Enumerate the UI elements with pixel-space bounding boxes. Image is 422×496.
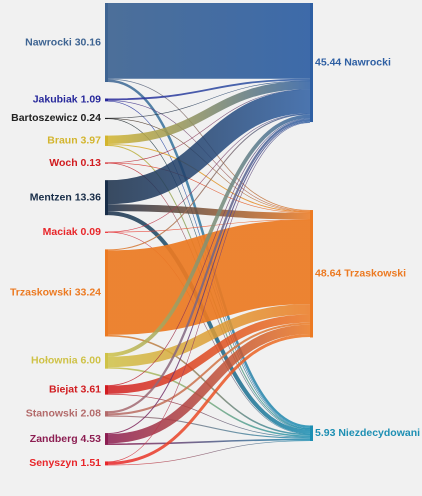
target-node-niezdecydowani xyxy=(310,425,313,441)
flow-senyszyn-to-niezdecydowani xyxy=(107,440,311,466)
flow-woch-to-nawrocki xyxy=(107,89,311,164)
flow-bartoszewicz-to-nawrocki xyxy=(107,80,311,119)
target-node-nawrocki xyxy=(310,3,313,123)
flow-maciak-to-trzaskowski xyxy=(107,219,311,233)
flow-braun-to-nawrocki xyxy=(107,80,311,144)
source-label-zandberg: Zandberg 4.53 xyxy=(30,433,101,445)
source-label-biejat: Biejat 3.61 xyxy=(49,384,101,396)
source-label-holownia: Hołownia 6.00 xyxy=(31,355,101,367)
source-node-maciak xyxy=(105,231,108,233)
source-label-jakubiak: Jakubiak 1.09 xyxy=(33,94,101,106)
flow-stanowski-to-nawrocki xyxy=(107,119,311,414)
source-node-biejat xyxy=(105,385,108,395)
flow-maciak-to-nawrocki xyxy=(107,113,311,233)
source-label-maciak: Maciak 0.09 xyxy=(43,226,102,238)
flow-stanowski-to-niezdecydowani xyxy=(107,415,311,439)
node-labels: Nawrocki 30.16 Jakubiak 1.09 Bartoszewicz … xyxy=(10,36,420,469)
flow-bartoszewicz-to-trzaskowski xyxy=(107,118,311,212)
flow-zandberg-to-trzaskowski xyxy=(107,324,311,444)
source-label-nawrocki: Nawrocki 30.16 xyxy=(25,36,101,48)
flow-mentzen-to-niezdecydowani xyxy=(107,211,311,434)
source-node-holownia xyxy=(105,352,108,369)
flow-biejat-to-nawrocki xyxy=(107,118,311,386)
source-label-senyszyn: Senyszyn 1.51 xyxy=(29,457,101,469)
flow-links xyxy=(107,2,311,466)
flow-senyszyn-to-trzaskowski xyxy=(107,333,311,465)
source-node-braun xyxy=(105,135,108,146)
flow-braun-to-trzaskowski xyxy=(107,143,311,213)
flow-zandberg-to-niezdecydowani xyxy=(107,438,311,445)
flow-mentzen-to-nawrocki xyxy=(107,89,311,205)
target-node-trzaskowski xyxy=(310,210,313,338)
source-node-mentzen xyxy=(105,180,108,216)
source-label-mentzen: Mentzen 13.36 xyxy=(30,191,101,203)
source-label-trzaskowski: Trzaskowski 33.24 xyxy=(10,287,101,299)
flow-senyszyn-to-nawrocki xyxy=(107,122,311,463)
target-label-niezdecydowani: 5.93 Niezdecydowani xyxy=(315,427,420,439)
flow-stanowski-to-trzaskowski xyxy=(107,322,311,416)
source-node-nawrocki xyxy=(105,3,108,83)
source-label-bartoszewicz: Bartoszewicz 0.24 xyxy=(11,112,101,124)
target-label-trzaskowski: 48.64 Trzaskowski xyxy=(315,268,406,280)
source-label-woch: Woch 0.13 xyxy=(49,157,101,169)
source-node-senyszyn xyxy=(105,461,108,466)
source-node-bartoszewicz xyxy=(105,117,108,120)
source-node-trzaskowski xyxy=(105,249,108,337)
flow-zandberg-to-nawrocki xyxy=(107,121,311,435)
flow-biejat-to-niezdecydowani xyxy=(107,393,311,438)
nodes xyxy=(105,3,313,466)
target-label-nawrocki: 45.44 Nawrocki xyxy=(315,56,391,68)
source-label-stanowski: Stanowski 2.08 xyxy=(26,408,101,420)
flow-holownia-to-nawrocki xyxy=(107,114,311,357)
flow-mentzen-to-trzaskowski xyxy=(107,204,311,220)
source-node-stanowski xyxy=(105,411,108,417)
flow-holownia-to-trzaskowski xyxy=(107,304,311,368)
flow-trzaskowski-to-nawrocki xyxy=(107,113,311,251)
flow-biejat-to-trzaskowski xyxy=(107,314,311,394)
source-node-jakubiak xyxy=(105,98,108,102)
source-node-zandberg xyxy=(105,433,108,445)
flow-holownia-to-niezdecydowani xyxy=(107,367,311,437)
flow-woch-to-trzaskowski xyxy=(107,162,311,214)
source-label-braun: Braun 3.97 xyxy=(47,135,101,147)
flow-jakubiak-to-nawrocki xyxy=(107,78,311,101)
source-node-woch xyxy=(105,162,108,164)
